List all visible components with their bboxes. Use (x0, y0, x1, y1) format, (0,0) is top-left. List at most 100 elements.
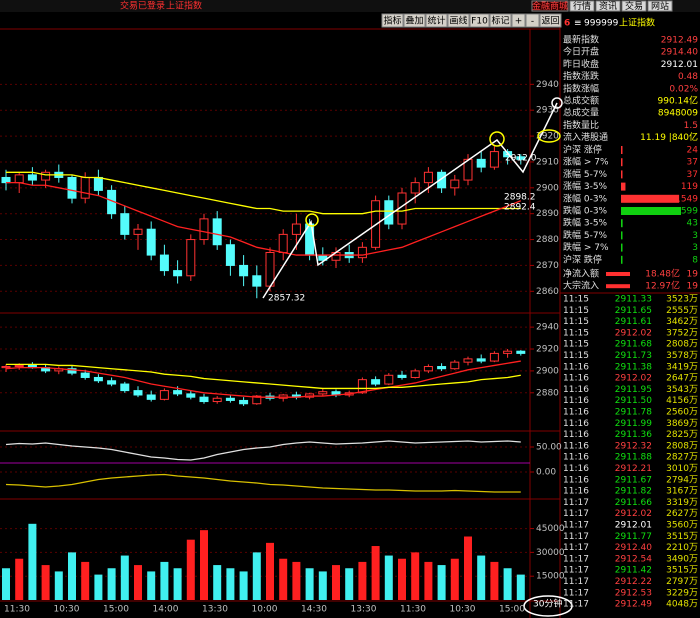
candle-body (239, 399, 249, 405)
tick-price: 2911.88 (615, 453, 652, 463)
toolbar-label[interactable]: 统计 (427, 15, 445, 27)
tick-price: 2911.42 (615, 566, 652, 576)
toolbar-label[interactable]: 画线 (449, 15, 467, 27)
tick-volume: 3490万 (666, 554, 698, 564)
tick-volume: 3319万 (666, 498, 698, 508)
top-bar (0, 0, 700, 12)
top-button-label[interactable]: 资讯 (599, 1, 617, 12)
stat-value: 1.5 (684, 121, 698, 131)
volume-bar (173, 568, 182, 600)
toolbar-button[interactable] (511, 13, 526, 28)
volume-bar (226, 568, 235, 600)
y-tick-label: 2910 (536, 157, 559, 167)
toolbar-label[interactable]: 返回 (541, 15, 559, 27)
toolbar-label[interactable]: F10 (471, 17, 488, 27)
candle-body (239, 264, 249, 277)
breadth-value: 3 (692, 243, 698, 253)
toolbar-button[interactable] (447, 13, 470, 28)
top-button[interactable] (647, 0, 673, 12)
tick-time: 11:16 (563, 475, 589, 485)
x-tick-label: 15:00 (499, 605, 525, 615)
tick-volume: 3523万 (666, 295, 698, 305)
flow-extra: 19 (687, 282, 699, 292)
top-button-label[interactable]: 行情 (573, 0, 591, 12)
breadth-label: 跌幅 3-5% (563, 217, 608, 229)
tick-time: 11:17 (563, 554, 589, 564)
breadth-label: 沪深 跌停 (563, 253, 602, 265)
volume-bar (147, 571, 156, 600)
top-button[interactable] (569, 0, 595, 12)
breadth-label: 跌幅 0-3% (563, 205, 608, 217)
annotations (262, 97, 573, 617)
y-tick-label: 2940 (536, 80, 559, 90)
toolbar-label[interactable]: 指标 (383, 15, 401, 27)
toolbar-button[interactable] (539, 13, 562, 28)
toolbar-label[interactable]: - (531, 17, 534, 27)
volume-bar (186, 539, 195, 600)
volume-bar (398, 558, 406, 600)
breadth-bar (621, 194, 680, 203)
breadth-label: 涨幅 3-5% (563, 180, 608, 192)
top-button-label[interactable]: 网站 (651, 0, 669, 12)
toolbar-button[interactable] (489, 13, 512, 28)
price-annotation: 2912.0 (505, 154, 537, 164)
tick-volume: 2210万 (666, 543, 698, 553)
toolbar-label[interactable]: + (515, 17, 523, 27)
tick-price: 2912.02 (615, 374, 652, 384)
volume-bar (345, 568, 354, 600)
breadth-bar (621, 182, 626, 191)
tick-price: 2912.02 (615, 509, 652, 519)
breadth-value: 8 (692, 255, 698, 265)
toolbar-button[interactable] (469, 13, 490, 28)
volume-bar (15, 558, 24, 600)
candle-body (159, 390, 169, 400)
tick-price: 2911.99 (615, 419, 652, 429)
breadth-label: 涨幅 > 7% (563, 156, 609, 168)
candle-body (371, 379, 381, 385)
breadth-value: 119 (681, 182, 698, 192)
tick-time: 11:17 (563, 566, 589, 576)
tick-price: 2911.82 (615, 487, 652, 497)
tick-price: 2911.33 (615, 295, 652, 305)
y-tick-label: 30000 (536, 548, 565, 558)
tick-price: 2911.66 (615, 498, 652, 508)
toolbar-button[interactable] (525, 13, 540, 28)
volume-bar (503, 568, 512, 600)
indicator-line (6, 181, 522, 256)
candle-body (450, 361, 460, 370)
top-button-label[interactable]: 交易 (625, 0, 643, 12)
tick-volume: 3229万 (666, 588, 698, 598)
candle-body (437, 171, 447, 189)
tick-volume: 4156万 (666, 396, 698, 406)
volume-bar (94, 574, 103, 600)
toolbar-label[interactable]: 叠加 (405, 16, 423, 27)
toolbar-button[interactable] (425, 13, 448, 28)
candle-body (384, 200, 394, 225)
toolbar-button[interactable] (403, 13, 426, 28)
breadth-value: 24 (687, 146, 699, 156)
period-label[interactable]: 30分钟 (533, 598, 562, 610)
candle-body (41, 171, 51, 181)
candle-body (146, 394, 156, 400)
x-tick-label: 13:30 (351, 605, 377, 615)
y-tick-label: 2860 (536, 287, 559, 297)
volume-bar (477, 555, 486, 600)
market-prefix: 6 (564, 19, 570, 29)
volume-bar (266, 542, 274, 600)
toolbar-label[interactable]: 标记 (491, 15, 509, 27)
stock-code: 999999 (584, 19, 619, 29)
flow-bar (606, 284, 630, 289)
tick-time: 11:15 (563, 317, 589, 327)
top-button[interactable] (531, 0, 569, 12)
candle-body (397, 374, 407, 378)
candle-body (463, 358, 473, 363)
tick-time: 11:17 (563, 498, 589, 508)
top-button[interactable] (595, 0, 621, 12)
indicator-line (6, 363, 521, 390)
tick-volume: 3752万 (666, 328, 698, 338)
top-button-label[interactable]: 金融商城 (532, 0, 568, 12)
candle-body (476, 158, 486, 168)
toolbar-button[interactable] (381, 13, 404, 28)
top-button[interactable] (621, 0, 647, 12)
breadth-bar (621, 219, 623, 228)
